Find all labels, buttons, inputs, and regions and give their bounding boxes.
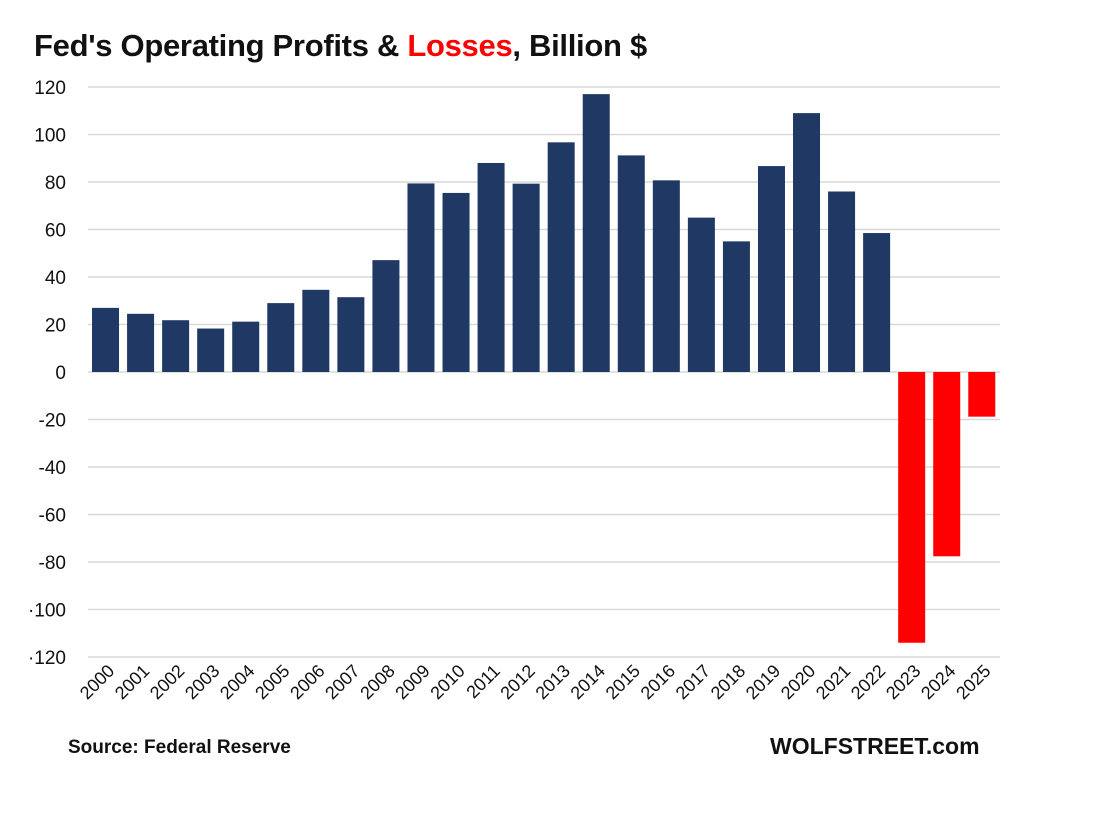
bar-2002	[162, 320, 190, 372]
bar-2016	[652, 180, 680, 372]
bar-2018	[722, 241, 750, 372]
y-tick-label: 40	[45, 268, 66, 289]
bar-2015	[617, 155, 645, 372]
bar-2001	[127, 313, 155, 372]
bar-2010	[442, 192, 470, 372]
y-tick-label: 120	[34, 78, 66, 99]
bar-2020	[793, 113, 821, 372]
x-tick-label-2004: 2004	[216, 661, 258, 703]
bar-2022	[863, 233, 891, 372]
chart-title-losses: Losses	[407, 28, 513, 63]
x-tick-label-2024: 2024	[917, 661, 959, 703]
y-tick-label: -60	[39, 506, 66, 527]
y-tick-label: 0	[55, 363, 66, 384]
x-tick-label-2019: 2019	[742, 661, 784, 703]
x-tick-label-2020: 2020	[777, 661, 819, 703]
y-tick-label: ·100	[28, 601, 66, 622]
bar-2021	[828, 191, 856, 372]
x-tick-label-2009: 2009	[391, 661, 433, 703]
chart-title: Fed's Operating Profits & Losses, Billio…	[34, 28, 647, 64]
chart-title-part-3: , Billion $	[512, 28, 647, 63]
x-tick-label-2006: 2006	[286, 661, 328, 703]
x-tick-label-2001: 2001	[111, 661, 153, 703]
wolfstreet-watermark: WOLFSTREET.com	[770, 733, 980, 759]
x-tick-label-2013: 2013	[532, 661, 574, 703]
bar-2004	[232, 321, 260, 372]
bar-2011	[477, 163, 505, 372]
x-tick-label-2000: 2000	[76, 661, 118, 703]
bar-2025	[968, 372, 996, 417]
bars	[92, 94, 996, 643]
y-tick-label: 80	[45, 173, 66, 194]
x-tick-label-2016: 2016	[637, 661, 679, 703]
x-tick-label-2002: 2002	[146, 661, 188, 703]
x-tick-label-2022: 2022	[847, 661, 889, 703]
y-tick-label: -40	[39, 458, 66, 479]
source-note: Source: Federal Reserve	[68, 737, 291, 758]
y-tick-label: -20	[39, 411, 66, 432]
x-tick-label-2017: 2017	[672, 661, 714, 703]
bar-2023	[898, 372, 926, 643]
bar-2012	[512, 183, 540, 372]
x-axis-tick-labels: 2000200120022003200420052006200720082009…	[76, 661, 995, 703]
y-tick-label: ·120	[28, 648, 66, 669]
x-tick-label-2003: 2003	[181, 661, 223, 703]
x-tick-label-2018: 2018	[707, 661, 749, 703]
x-tick-label-2025: 2025	[952, 661, 994, 703]
y-tick-label: -80	[39, 553, 66, 574]
x-tick-label-2005: 2005	[251, 661, 293, 703]
bar-2013	[547, 142, 575, 372]
x-tick-label-2021: 2021	[812, 661, 854, 703]
x-tick-label-2015: 2015	[602, 661, 644, 703]
y-tick-label: 60	[45, 221, 66, 242]
x-tick-label-2014: 2014	[567, 661, 609, 703]
x-tick-label-2007: 2007	[321, 661, 363, 703]
y-axis-tick-labels: 120 100 80 60 40 20 0 -20 -40 -60 -80 ·100 ·120	[28, 78, 66, 669]
bar-2000	[92, 307, 120, 372]
bar-2003	[197, 328, 225, 372]
x-tick-label-2008: 2008	[356, 661, 398, 703]
x-tick-label-2010: 2010	[426, 661, 468, 703]
bar-2009	[407, 183, 435, 372]
bar-2014	[582, 94, 610, 372]
x-tick-label-2012: 2012	[496, 661, 538, 703]
bar-2007	[337, 297, 365, 372]
x-tick-label-2023: 2023	[882, 661, 924, 703]
x-tick-label-2011: 2011	[462, 661, 504, 703]
chart-title-part-1: Fed's Operating Profits &	[34, 28, 408, 63]
y-tick-label: 100	[34, 126, 66, 147]
bar-2008	[372, 260, 400, 372]
bar-2006	[302, 289, 330, 372]
bar-2017	[687, 217, 715, 372]
bar-2024	[933, 372, 961, 557]
y-tick-label: 20	[45, 316, 66, 337]
bar-2019	[757, 166, 785, 372]
bar-2005	[267, 303, 295, 372]
